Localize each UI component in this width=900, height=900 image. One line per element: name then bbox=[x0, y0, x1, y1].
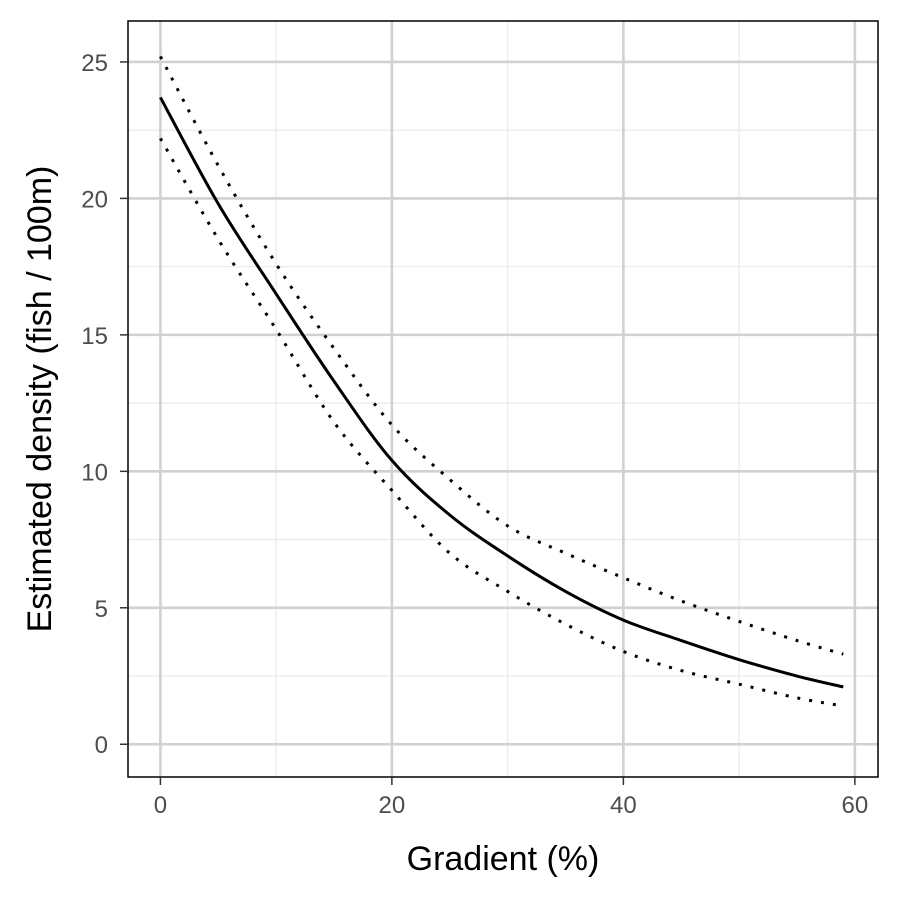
x-tick-label: 0 bbox=[154, 792, 167, 819]
y-axis-title: Estimated density (fish / 100m) bbox=[21, 166, 59, 633]
axis-ticks bbox=[120, 61, 856, 785]
y-tick-label: 0 bbox=[95, 732, 108, 759]
y-tick-label: 20 bbox=[81, 186, 108, 213]
x-tick-label: 40 bbox=[610, 792, 637, 819]
series-layer bbox=[159, 55, 844, 708]
x-axis-title: Gradient (%) bbox=[407, 840, 600, 878]
y-tick-label: 25 bbox=[81, 50, 108, 77]
x-tick-label: 20 bbox=[379, 792, 406, 819]
y-tick-label: 15 bbox=[81, 323, 108, 350]
y-tick-label: 10 bbox=[81, 459, 108, 486]
upper-bound-line bbox=[159, 55, 844, 656]
x-tick-label: 60 bbox=[842, 792, 869, 819]
minor-gridlines bbox=[128, 21, 878, 777]
major-gridlines bbox=[128, 21, 878, 777]
estimate-line bbox=[159, 96, 844, 689]
axis-tick-labels: 0 20 40 60 0 5 10 15 20 25 bbox=[81, 50, 868, 819]
plot-panel-border bbox=[127, 20, 879, 778]
y-tick-label: 5 bbox=[95, 596, 108, 623]
